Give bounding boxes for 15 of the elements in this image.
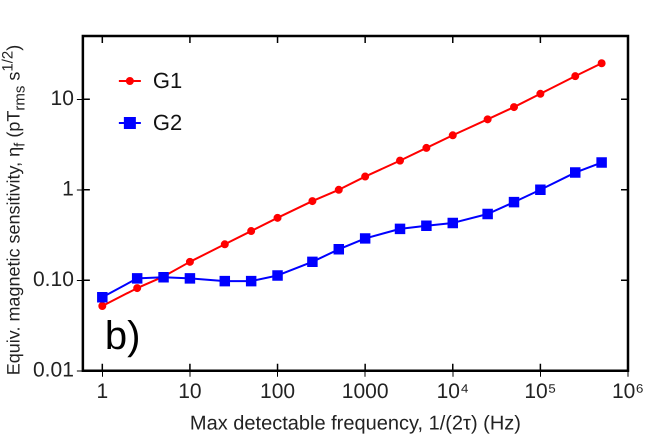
x-tick-label: 10⁵ xyxy=(524,380,556,404)
legend-label: G1 xyxy=(152,68,182,94)
x-tick-label: 10⁶ xyxy=(612,380,644,404)
x-tick-label: 1000 xyxy=(342,380,389,404)
annotation: b) xyxy=(104,314,140,358)
x-tick-label: 100 xyxy=(260,380,296,404)
x-tick-label: 10 xyxy=(178,380,202,404)
legend-label: G2 xyxy=(152,110,182,136)
x-axis-title: Max detectable frequency, 1/(2τ) (Hz) xyxy=(190,412,521,435)
x-tick-label: 1 xyxy=(96,380,108,404)
y-tick-label: 0.10 xyxy=(32,268,74,292)
y-tick-label: 10 xyxy=(50,87,74,110)
x-tick-label: 10⁴ xyxy=(436,380,469,404)
y-tick-label: 1 xyxy=(62,178,74,201)
y-tick-label: 0.01 xyxy=(32,358,74,382)
